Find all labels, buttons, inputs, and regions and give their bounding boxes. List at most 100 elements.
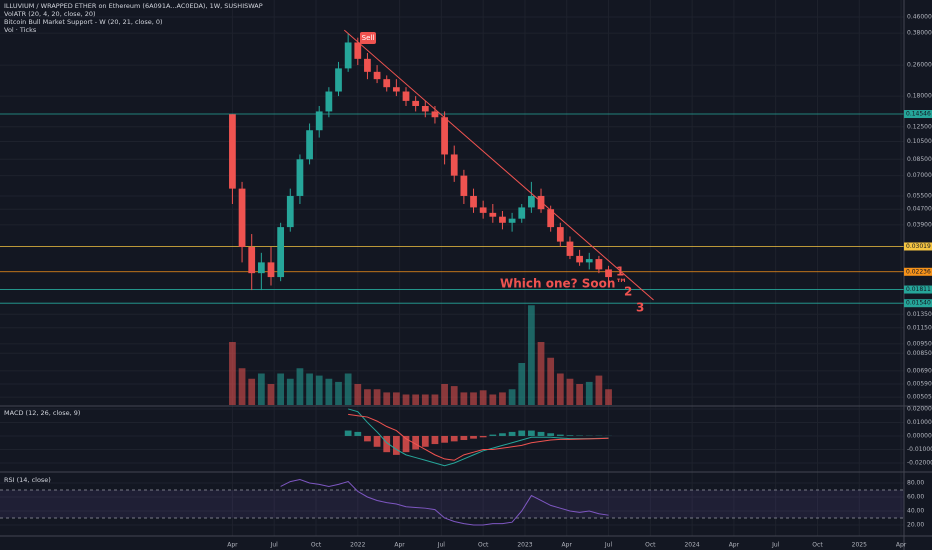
- candle-body: [576, 255, 583, 263]
- volume-bar: [431, 394, 439, 405]
- macd-histogram: [528, 430, 535, 436]
- volume-bar: [286, 378, 294, 405]
- candle-body: [296, 159, 304, 196]
- annotation: Which one? Soon™: [500, 277, 627, 291]
- candle-body: [489, 212, 497, 217]
- level-label: 0.14546: [906, 111, 931, 118]
- candle-body: [383, 79, 391, 88]
- x-tick-label: Jul: [604, 542, 613, 549]
- macd-histogram: [556, 434, 564, 436]
- y-tick-label: 0.00590: [907, 381, 932, 388]
- volume-bar: [421, 394, 429, 405]
- candle-body: [518, 207, 526, 219]
- y-tick-label: 0.00000: [907, 432, 932, 439]
- macd-histogram: [412, 435, 420, 450]
- indicator-label: Bitcoin Bull Market Support - W (20, 21,…: [4, 18, 163, 26]
- candle-body: [248, 247, 256, 274]
- candle-body: [277, 227, 285, 278]
- annotation: 3: [636, 301, 644, 315]
- volume-bar: [489, 394, 497, 405]
- x-tick-label: Oct: [311, 542, 322, 549]
- volume-bar: [566, 378, 574, 405]
- volume-bar: [354, 384, 362, 405]
- volume-bar: [595, 375, 603, 405]
- volume-bar: [296, 368, 304, 405]
- candle-body: [431, 111, 439, 118]
- x-tick-label: Apr: [896, 542, 907, 549]
- x-tick-label: Apr: [562, 542, 573, 549]
- volume-bar: [373, 389, 381, 405]
- x-tick-label: 2022: [350, 542, 365, 549]
- level-label: 0.02236: [906, 268, 931, 275]
- rsi-band: [0, 489, 904, 518]
- x-tick-label: Jul: [437, 542, 446, 549]
- volume-bar: [229, 342, 236, 405]
- macd-histogram: [383, 435, 391, 453]
- y-tick-label: -0.02000: [907, 459, 932, 466]
- volume-bar: [402, 394, 410, 405]
- macd-histogram: [547, 433, 555, 436]
- volume-bar: [344, 373, 352, 405]
- x-tick-label: Apr: [729, 542, 740, 549]
- sell-tag: [360, 32, 376, 44]
- candle-body: [412, 100, 420, 106]
- marks: [0, 29, 904, 526]
- y-tick-label: 0.00950: [907, 340, 932, 347]
- candle-body: [238, 188, 246, 248]
- volume-bar: [470, 392, 477, 405]
- candle-body: [402, 91, 410, 101]
- y-tick-label: 0.03900: [907, 221, 932, 228]
- volume-bar: [392, 392, 400, 405]
- annotation: 2: [624, 285, 632, 299]
- candle-body: [470, 195, 477, 208]
- volume-bar: [585, 381, 593, 405]
- volume-bar: [412, 394, 420, 405]
- y-tick-label: 0.18000: [907, 93, 932, 100]
- candle-body: [508, 218, 516, 223]
- volume-bar: [306, 373, 313, 405]
- volume-bar: [325, 378, 333, 405]
- candle-body: [547, 209, 555, 228]
- level-tag: [904, 267, 932, 276]
- level-label: 0.01540: [906, 300, 931, 307]
- y-tick-label: 0.38000: [907, 30, 932, 37]
- y-tick-label: 60.00: [907, 493, 924, 500]
- macd-histogram: [402, 435, 410, 453]
- candle-body: [267, 262, 275, 278]
- x-tick-label: Jul: [270, 542, 279, 549]
- chart-title: ILLUVIUM / WRAPPED ETHER on Ethereum (6A…: [4, 2, 263, 10]
- candle-body: [605, 269, 612, 278]
- x-tick-label: Oct: [478, 542, 489, 549]
- x-tick-label: Oct: [645, 542, 656, 549]
- volume-bar: [315, 375, 323, 405]
- indicator-label: VolATR (20, 4, 20, close, 20): [4, 10, 96, 18]
- y-tick-label: 0.07000: [907, 172, 932, 179]
- macd-histogram: [470, 435, 477, 439]
- y-tick-label: 0.01000: [907, 419, 932, 426]
- y-tick-label: -0.01000: [907, 446, 932, 453]
- candle-body: [325, 91, 333, 112]
- level-label: 0.03019: [906, 243, 931, 250]
- macd-histogram: [373, 435, 381, 447]
- volume-bar: [364, 389, 371, 405]
- macd-histogram: [431, 435, 439, 445]
- candle-body: [537, 195, 545, 210]
- y-tick-label: 0.01350: [907, 311, 932, 318]
- y-tick-label: 0.01150: [907, 324, 932, 331]
- volume-bar: [605, 389, 612, 405]
- candle-body: [306, 130, 313, 160]
- volume-bar: [556, 373, 564, 405]
- candle-body: [441, 117, 448, 155]
- volume-bar: [383, 392, 391, 405]
- volume-bar: [537, 342, 545, 405]
- candle-body: [354, 42, 362, 59]
- y-tick-label: 0.00850: [907, 350, 932, 357]
- macd-histogram: [392, 435, 400, 455]
- candle-body: [257, 262, 265, 274]
- candle-body: [373, 71, 381, 80]
- volume-bar: [238, 368, 246, 405]
- y-tick-label: 0.04700: [907, 206, 932, 213]
- y-tick-label: 20.00: [907, 521, 924, 528]
- volume-bar: [248, 378, 256, 405]
